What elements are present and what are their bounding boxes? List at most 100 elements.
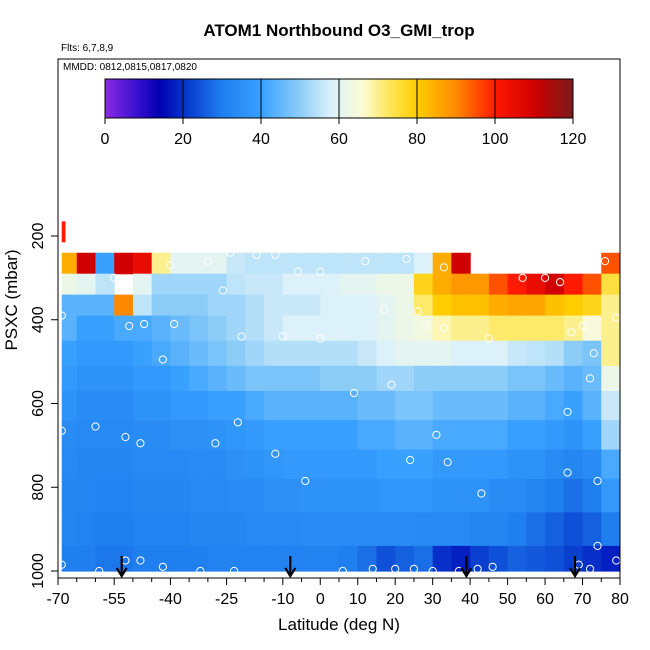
- heatmap-cell: [320, 478, 340, 513]
- heatmap-cell: [245, 252, 265, 275]
- heatmap-cell: [432, 365, 452, 392]
- heatmap-cell: [563, 294, 584, 317]
- heatmap-cell: [245, 340, 265, 367]
- heatmap-cell: [245, 273, 265, 296]
- heatmap-cell: [76, 294, 97, 317]
- heatmap-cell: [470, 512, 490, 547]
- heatmap-cell: [413, 478, 434, 513]
- heatmap-cell: [507, 449, 527, 480]
- heatmap-cell: [488, 512, 509, 547]
- heatmap-cell: [170, 512, 190, 547]
- heatmap-cell: [526, 545, 546, 572]
- heatmap-cell: [95, 365, 115, 392]
- observation-point: [563, 407, 572, 416]
- observation-point: [387, 380, 396, 389]
- x-tick-label: 10: [349, 591, 367, 608]
- heatmap-cell: [357, 420, 378, 451]
- heatmap-cell: [339, 365, 359, 392]
- observation-point: [473, 564, 482, 574]
- heatmap-cell: [226, 478, 246, 513]
- heatmap-cell: [61, 315, 78, 342]
- heatmap-cell: [282, 449, 303, 480]
- observation-point: [140, 319, 149, 329]
- heatmap-cell: [282, 420, 303, 451]
- observation-point: [293, 267, 302, 276]
- heatmap-cell: [563, 390, 584, 421]
- heatmap-cell: [357, 294, 378, 317]
- heatmap-cell: [451, 420, 471, 451]
- heatmap-cell: [207, 252, 228, 275]
- heatmap-cell: [207, 478, 228, 513]
- x-tick-label: -40: [159, 591, 182, 608]
- heatmap-cell: [151, 273, 171, 296]
- colorbar-tick-label: 40: [252, 131, 270, 148]
- heatmap-cell: [507, 478, 527, 513]
- heatmap-cell: [76, 545, 97, 572]
- observation-point: [136, 556, 145, 565]
- heatmap-cell: [582, 478, 602, 513]
- observation-point: [563, 468, 572, 477]
- colorbar-tick-label: 20: [174, 131, 192, 148]
- heatmap-cell: [76, 315, 97, 342]
- heatmap-cell: [114, 294, 134, 317]
- heatmap-cell: [470, 294, 490, 317]
- heatmap-cell: [357, 512, 378, 547]
- heatmap-cell: [545, 340, 565, 367]
- heatmap-cell: [170, 420, 190, 451]
- observation-point: [211, 439, 220, 448]
- heatmap-cell: [451, 365, 471, 392]
- colorbar-tick-label: 60: [330, 131, 348, 148]
- heatmap-cell: [132, 545, 153, 572]
- heatmap-cell: [95, 273, 115, 296]
- heatmap-cell: [132, 340, 153, 367]
- heatmap-cell: [507, 545, 527, 572]
- observation-point: [252, 250, 261, 259]
- heatmap-cell: [395, 512, 415, 547]
- heatmap-cell: [61, 420, 78, 451]
- heatmap-cell: [226, 273, 246, 296]
- heatmap-cell: [76, 340, 97, 367]
- heatmap-cell: [301, 390, 321, 421]
- heatmap-cell: [432, 512, 452, 547]
- observation-point: [271, 449, 280, 458]
- heatmap-cell: [601, 252, 620, 275]
- heatmap-cell: [339, 294, 359, 317]
- heatmap-cell: [545, 478, 565, 513]
- heatmap-cell: [413, 365, 434, 392]
- heatmap-cell: [507, 365, 527, 392]
- heatmap-cell: [582, 420, 602, 451]
- arrow-head: [569, 567, 581, 579]
- observation-point: [484, 334, 493, 343]
- heatmap-cell: [488, 545, 509, 572]
- heatmap-cell: [207, 449, 228, 480]
- heatmap-cell: [61, 252, 78, 275]
- heatmap-cell: [207, 294, 228, 317]
- data-points: [58, 244, 620, 576]
- heatmap-cell: [132, 315, 153, 342]
- heatmap-cell: [601, 449, 620, 480]
- heatmap-cell: [320, 449, 340, 480]
- heatmap-cell: [61, 449, 78, 480]
- x-tick-label: 40: [461, 591, 479, 608]
- heatmap-cell: [339, 512, 359, 547]
- x-tick-label: 0: [316, 591, 325, 608]
- heatmap-cell: [151, 390, 171, 421]
- heatmap-cell: [488, 294, 509, 317]
- x-tick-label: 30: [424, 591, 442, 608]
- heatmap-cell: [170, 340, 190, 367]
- heatmap-cell: [470, 478, 490, 513]
- heatmap-cell: [507, 512, 527, 547]
- heatmap-cell: [301, 273, 321, 296]
- heatmap-cell: [339, 273, 359, 296]
- heatmap-cell: [432, 294, 452, 317]
- heatmap-cell: [451, 478, 471, 513]
- heatmap-cell: [376, 315, 396, 342]
- heatmap-cell: [95, 252, 115, 275]
- heatmap-cell: [582, 449, 602, 480]
- heatmap-cell: [170, 449, 190, 480]
- heatmap-cell: [432, 478, 452, 513]
- observation-point: [406, 455, 415, 465]
- heatmap-cell: [526, 294, 546, 317]
- x-tick-label: -25: [215, 591, 238, 608]
